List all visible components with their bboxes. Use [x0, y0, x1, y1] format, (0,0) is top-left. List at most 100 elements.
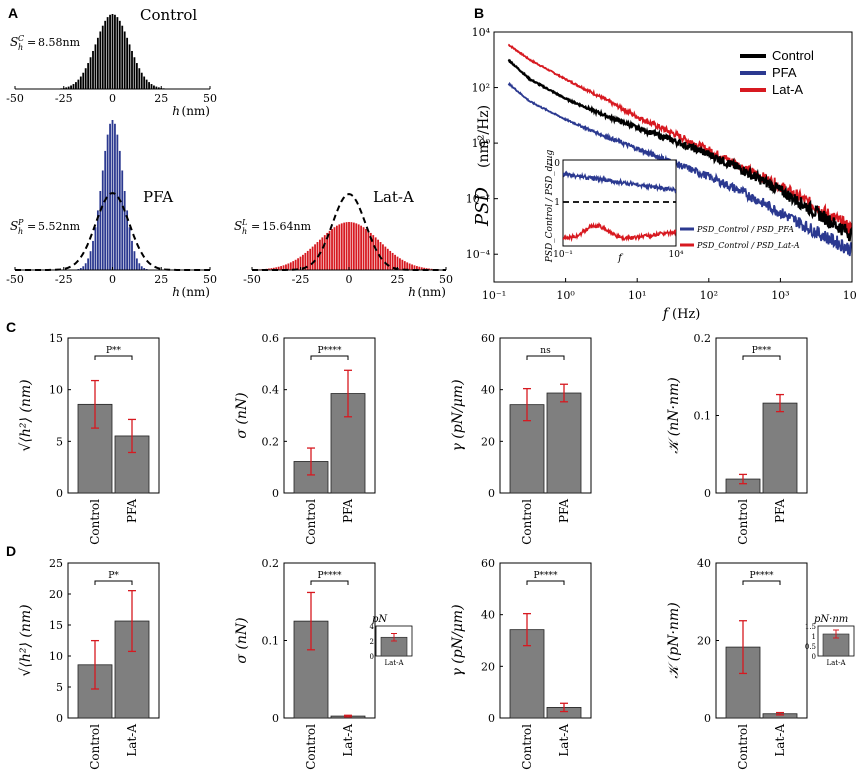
- histogram-bar: [321, 237, 324, 270]
- y-axis-label: √⟨h²⟩ (nm): [18, 604, 34, 676]
- x-tick-label: PFA: [341, 499, 355, 523]
- histogram-bar: [106, 134, 109, 270]
- histogram-bar: [138, 263, 141, 270]
- x-tick-label-group: Control: [88, 499, 102, 545]
- histogram-bar: [155, 86, 158, 89]
- histogram-bar: [87, 258, 90, 270]
- plot-frame: [283, 337, 376, 494]
- histogram-bar: [365, 228, 367, 270]
- x-tick-label: PFA: [557, 499, 571, 523]
- histogram-bar: [275, 267, 278, 270]
- y-tick-label: 25: [49, 557, 63, 570]
- y-tick-label: 0: [488, 487, 495, 500]
- bar-chart-c2: 0 0.2 0.4 0.6 Control PFA P**** σ (nN): [234, 332, 376, 545]
- inset-legend-label: PSD_Control / PSD_Lat-A: [696, 241, 800, 250]
- y-tick-label: 0: [488, 712, 495, 725]
- histogram-bar: [335, 225, 338, 270]
- significance-label: P***: [752, 346, 772, 356]
- x-tick-label: 10⁰: [556, 289, 575, 302]
- histogram-bar: [333, 227, 336, 270]
- histogram-bar: [123, 31, 126, 89]
- significance-bracket: [310, 355, 349, 360]
- psd-series-control: [507, 58, 852, 242]
- annotation-symbol: S: [234, 219, 242, 233]
- x-tick-label: 10¹: [628, 289, 646, 302]
- y-tick-label: 15: [49, 332, 63, 345]
- inset-x-tick-label: Lat-A: [826, 659, 846, 667]
- x-tick-label-group: PFA: [125, 499, 139, 523]
- histogram-bar: [109, 123, 111, 270]
- inset-legend-label: PSD_Control / PSD_PFA: [696, 225, 794, 234]
- plot-frame: [67, 337, 160, 494]
- histogram-bar: [104, 150, 107, 270]
- y-axis-label: PSD (nm²/Hz): [472, 105, 493, 227]
- histogram-bar: [67, 86, 70, 89]
- inset-y-axis-label: pN: [372, 614, 388, 625]
- histogram-bar: [360, 225, 363, 270]
- histogram-bar: [401, 259, 404, 270]
- x-tick-label-group: Lat-A: [557, 724, 571, 757]
- inset-y-tick-label: 0: [370, 653, 374, 661]
- histogram-bar: [140, 266, 143, 270]
- histogram-bar: [386, 248, 389, 270]
- histogram-bar: [70, 85, 72, 89]
- histogram-bar: [121, 25, 124, 90]
- x-tick-label: PFA: [773, 499, 787, 523]
- x-tick-label-group: Lat-A: [125, 724, 139, 757]
- x-tick-label: -25: [55, 92, 73, 105]
- y-tick-label: 0: [272, 487, 279, 500]
- histogram-bar: [389, 250, 392, 270]
- histogram-bar: [423, 267, 426, 270]
- legend-label: PFA: [772, 65, 797, 80]
- bar-chart-d1: 0 5 10 15 20 25 Control Lat-A P* √⟨h²⟩ (nm): [18, 557, 160, 770]
- x-tick-label: 50: [203, 92, 217, 105]
- histogram-bar: [135, 63, 138, 89]
- x-tick-label: 10²: [700, 289, 718, 302]
- x-tick-label: 0: [346, 273, 353, 286]
- histogram-bar: [394, 254, 396, 270]
- histogram-bar: [304, 252, 307, 270]
- y-axis-label: γ (pN/μm): [450, 379, 466, 451]
- inset-x-tick-label: Lat-A: [384, 659, 404, 667]
- histogram-bar: [348, 222, 350, 270]
- annotation-value: 8.58nm: [38, 36, 81, 49]
- significance-bracket: [94, 355, 133, 360]
- panel-label-d: D: [6, 543, 16, 559]
- x-axis-unit: (nm): [418, 285, 446, 299]
- x-tick-label-group: Control: [736, 499, 750, 545]
- bar-chart-c4: 0 0.1 0.2 Control PFA P*** 𝒦 (nN·nm): [666, 332, 808, 545]
- x-tick-label-group: PFA: [557, 499, 571, 523]
- histogram-bar: [352, 222, 355, 270]
- y-tick-label: 0.2: [262, 435, 280, 448]
- histogram-bar: [285, 264, 287, 270]
- histogram-bar: [418, 266, 421, 270]
- x-axis-label: h: [172, 104, 180, 118]
- significance-label: ns: [540, 346, 551, 356]
- y-tick-label: 10²: [472, 82, 490, 95]
- histogram-bar: [406, 262, 409, 270]
- x-tick-label: 50: [203, 273, 217, 286]
- histogram-bar: [126, 210, 129, 270]
- inset-y-tick-label: 1: [554, 198, 560, 208]
- x-tick-label: 25: [154, 273, 168, 286]
- histogram-bar: [111, 14, 114, 89]
- x-tick-label: Lat-A: [773, 724, 787, 757]
- annotation-equals: =: [251, 220, 260, 233]
- histogram-bar: [382, 244, 384, 270]
- histogram-bar: [326, 232, 329, 270]
- x-tick-label-group: Control: [304, 724, 318, 770]
- significance-bracket: [94, 580, 133, 585]
- y-tick-label: 10⁻²: [466, 193, 490, 206]
- histogram-bar: [116, 17, 119, 90]
- y-tick-label: 10: [49, 384, 63, 397]
- x-tick-label: Lat-A: [557, 724, 571, 757]
- histogram-bar: [384, 246, 387, 270]
- y-tick-label: 40: [481, 384, 495, 397]
- histogram-bar: [99, 31, 102, 89]
- significance-bracket: [310, 580, 349, 585]
- x-tick-label: Control: [520, 724, 534, 770]
- significance-label: P*: [108, 571, 119, 581]
- x-tick-label-group: Lat-A: [341, 724, 355, 757]
- histogram-bar: [280, 266, 282, 270]
